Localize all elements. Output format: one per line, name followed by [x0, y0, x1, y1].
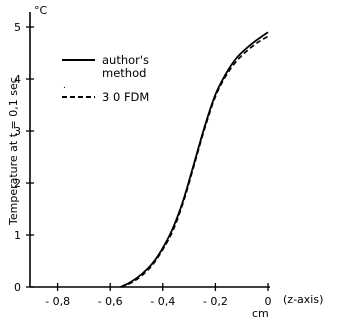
x-tick-label: - 0,6	[98, 295, 123, 308]
y-tick-label: 2	[14, 177, 21, 190]
y-tick-label: 4	[14, 73, 21, 86]
legend-label-fdm: 3 0 FDM	[102, 90, 149, 104]
y-axis-unit: °C	[34, 4, 48, 17]
x-tick-label: 0	[265, 295, 272, 308]
y-tick-label: 3	[14, 125, 21, 138]
series-layer	[120, 31, 269, 288]
x-tick-label: - 0,2	[203, 295, 228, 308]
x-tick-label: - 0,4	[150, 295, 175, 308]
legend-label-authors-line2: method	[102, 66, 146, 80]
legend-label-authors-line1: author's	[102, 53, 149, 67]
y-tick-label: 0	[14, 281, 21, 294]
x-axis-unit: cm	[252, 307, 269, 320]
series-line-3d-fdm	[120, 35, 269, 288]
y-axis-title: Temperature at t = 0,1 sec	[7, 77, 20, 226]
legend-stray-mark: .	[63, 81, 66, 91]
x-ticks: - 0,8 - 0,6 - 0,4 - 0,2 0	[45, 283, 272, 308]
legend: author's method 3 0 FDM .	[62, 53, 149, 104]
y-tick-label: 5	[14, 21, 21, 34]
y-tick-label: 1	[14, 229, 21, 242]
x-tick-label: - 0,8	[45, 295, 70, 308]
x-axis-name: (z-axis)	[283, 293, 323, 306]
y-ticks: 0 1 2 3 4 5	[14, 21, 34, 294]
series-line-authors-method	[120, 31, 269, 288]
